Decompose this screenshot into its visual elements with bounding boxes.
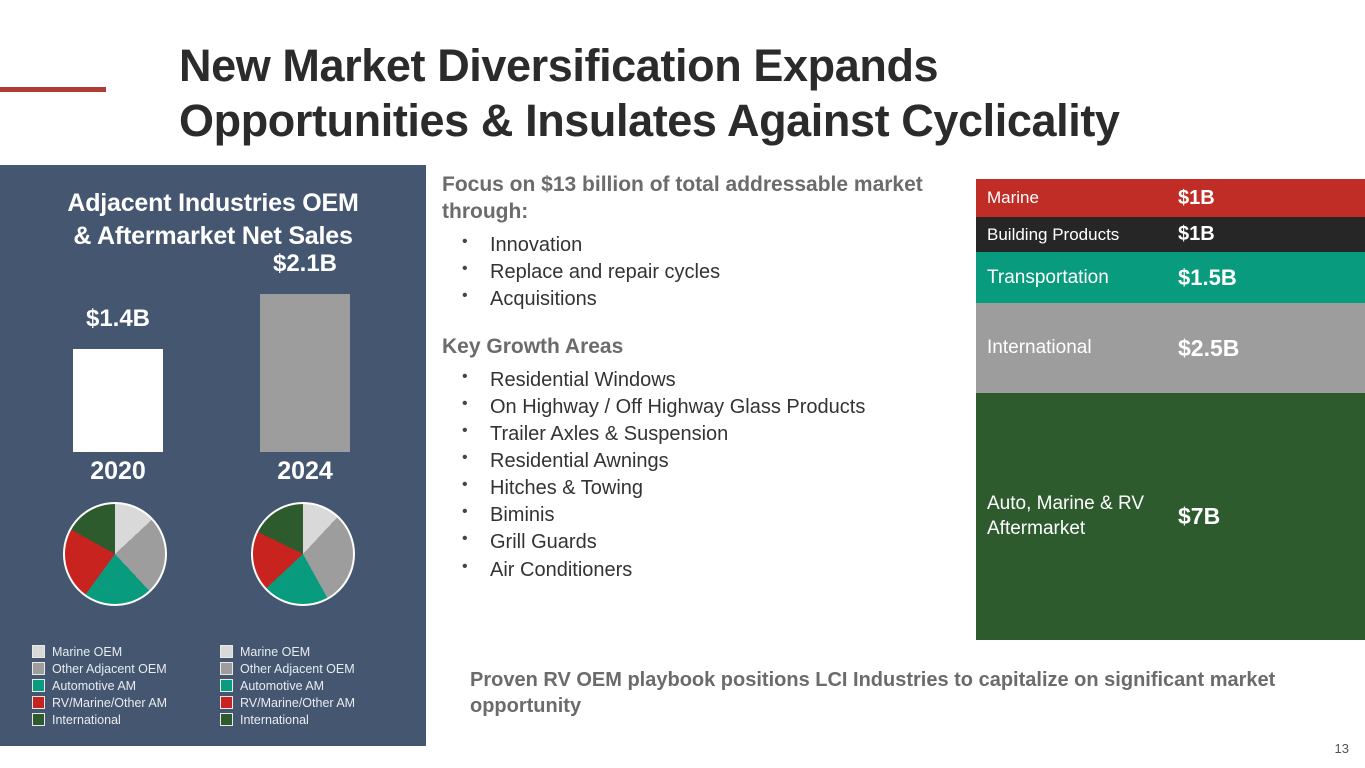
legend-swatch-rv-marine-other-am-icon <box>32 696 45 709</box>
pie-chart-2020 <box>63 502 167 606</box>
focus-and-growth-column: Focus on $13 billion of total addressabl… <box>442 172 972 584</box>
legend-label: RV/Marine/Other AM <box>52 695 168 710</box>
list-item: Acquisitions <box>442 285 972 313</box>
bar-group-2024: $2.1B 2024 <box>230 250 380 495</box>
net-sales-title-line-2: & Aftermarket Net Sales <box>73 221 353 250</box>
net-sales-panel: Adjacent Industries OEM & Aftermarket Ne… <box>0 165 426 746</box>
legend-swatch-rv-marine-other-am-icon <box>220 696 233 709</box>
list-item: Hitches & Towing <box>442 474 972 502</box>
legend-swatch-international-icon <box>220 713 233 726</box>
title-accent-rule <box>0 87 106 92</box>
legend-label: International <box>240 712 309 727</box>
bar-rect-2024 <box>260 294 350 452</box>
legend-label: Other Adjacent OEM <box>52 661 167 676</box>
stack-value: $1.5B <box>1178 264 1237 290</box>
stack-label: International <box>987 337 1092 358</box>
legend-swatch-automotive-am-icon <box>32 679 45 692</box>
legend-item: RV/Marine/Other AM <box>220 694 355 711</box>
legend-swatch-marine-oem-icon <box>220 645 233 658</box>
legend-item: Automotive AM <box>32 677 167 694</box>
list-item: Replace and repair cycles <box>442 258 972 286</box>
legend-swatch-marine-oem-icon <box>32 645 45 658</box>
page-title-line-1: New Market Diversification Expands <box>179 40 939 91</box>
legend-item: International <box>32 711 167 728</box>
list-item: Biminis <box>442 501 972 529</box>
bar-value-2024: $2.1B <box>272 250 338 277</box>
list-item: Trailer Axles & Suspension <box>442 420 972 448</box>
legend-item: Marine OEM <box>32 643 167 660</box>
stack-label: Marine <box>987 188 1039 207</box>
stack-segment-transportation: Transportation $1.5B <box>976 252 1365 303</box>
bar-group-2020: $1.4B 2020 <box>43 305 193 495</box>
legend-label: Marine OEM <box>52 644 123 659</box>
legend-label: RV/Marine/Other AM <box>240 695 356 710</box>
bar-category-2020: 2020 <box>90 457 146 485</box>
pie-chart-2024 <box>251 502 355 606</box>
stack-segment-international: International $2.5B <box>976 303 1365 393</box>
focus-heading: Focus on $13 billion of total addressabl… <box>442 173 923 223</box>
stack-label: Auto, Marine & RV Aftermarket <box>987 493 1145 539</box>
page-title: New Market Diversification Expands Oppor… <box>179 39 1279 149</box>
bar-rect-2020 <box>73 349 163 452</box>
legend-item: Marine OEM <box>220 643 355 660</box>
stack-segment-building-products: Building Products $1B <box>976 217 1365 252</box>
focus-list: Innovation Replace and repair cycles Acq… <box>442 231 972 313</box>
legend-label: Other Adjacent OEM <box>240 661 355 676</box>
key-growth-heading: Key Growth Areas <box>442 335 624 359</box>
stack-value: $2.5B <box>1178 334 1240 361</box>
legend-label: Marine OEM <box>240 644 311 659</box>
key-growth-list: Residential Windows On Highway / Off Hig… <box>442 366 972 584</box>
list-item: Residential Windows <box>442 366 972 394</box>
legend-2020: Marine OEM Other Adjacent OEM Automotive… <box>32 643 167 728</box>
legend-label: Automotive AM <box>52 678 137 693</box>
stack-value: $1B <box>1178 186 1215 209</box>
list-item: Innovation <box>442 231 972 259</box>
legend-item: Other Adjacent OEM <box>32 660 167 677</box>
legend-swatch-automotive-am-icon <box>220 679 233 692</box>
stack-value: $7B <box>1178 503 1221 529</box>
legend-item: International <box>220 711 355 728</box>
net-sales-panel-title: Adjacent Industries OEM & Aftermarket Ne… <box>0 187 426 252</box>
page-number: 13 <box>1334 741 1349 756</box>
closing-statement: Proven RV OEM playbook positions LCI Ind… <box>470 669 1276 717</box>
net-sales-title-line-1: Adjacent Industries OEM <box>67 189 359 217</box>
legend-label: International <box>52 712 121 727</box>
legend-swatch-international-icon <box>32 713 45 726</box>
list-item: Air Conditioners <box>442 556 972 584</box>
list-item: On Highway / Off Highway Glass Products <box>442 393 972 421</box>
list-item: Residential Awnings <box>442 447 972 475</box>
page-title-line-2: Opportunities & Insulates Against Cyclic… <box>179 94 1120 146</box>
legend-item: Other Adjacent OEM <box>220 660 355 677</box>
bar-category-2024: 2024 <box>277 457 333 485</box>
stack-segment-auto-marine-rv-aftermarket: Auto, Marine & RV Aftermarket $7B <box>976 393 1365 640</box>
legend-item: RV/Marine/Other AM <box>32 694 167 711</box>
addressable-market-stacked-bar: Marine $1B Building Products $1B Transpo… <box>976 179 1365 640</box>
stack-segment-marine: Marine $1B <box>976 179 1365 217</box>
stack-label: Transportation <box>987 266 1109 288</box>
list-item: Grill Guards <box>442 528 972 556</box>
legend-2024: Marine OEM Other Adjacent OEM Automotive… <box>220 643 355 728</box>
stack-label: Building Products <box>987 224 1120 244</box>
legend-swatch-other-adjacent-oem-icon <box>220 662 233 675</box>
legend-item: Automotive AM <box>220 677 355 694</box>
legend-swatch-other-adjacent-oem-icon <box>32 662 45 675</box>
legend-label: Automotive AM <box>240 678 325 693</box>
stack-value: $1B <box>1178 223 1215 245</box>
bar-value-2020: $1.4B <box>85 305 151 332</box>
